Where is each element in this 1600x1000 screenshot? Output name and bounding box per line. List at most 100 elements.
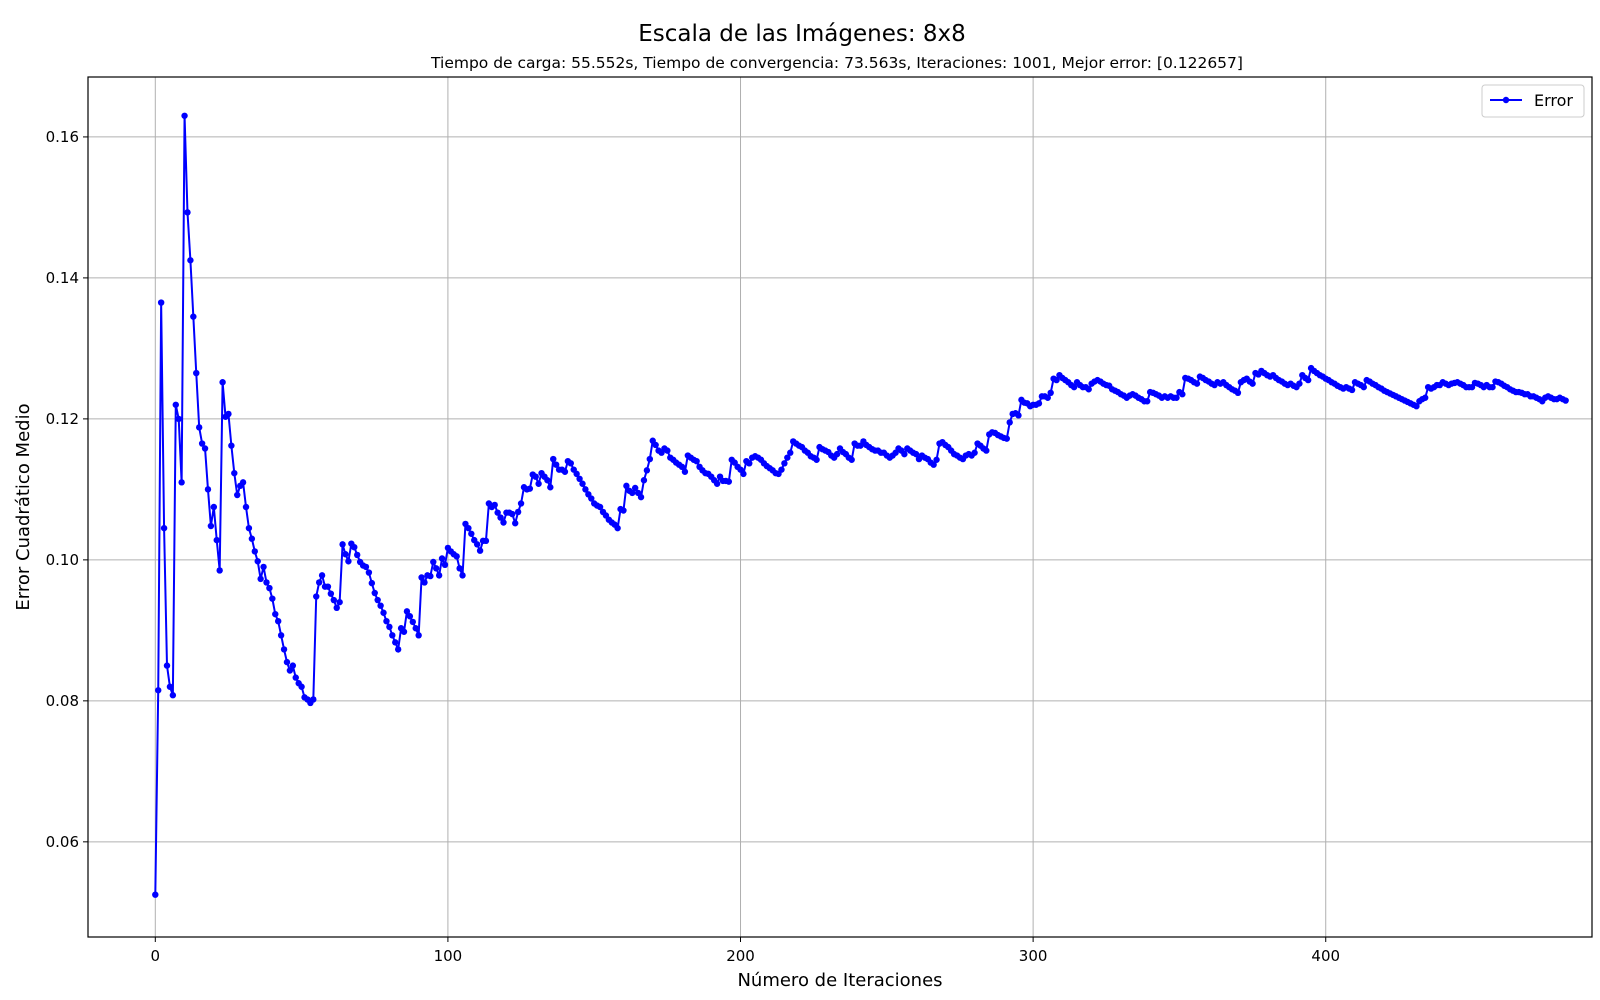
data-point <box>494 509 501 516</box>
data-point <box>362 563 370 571</box>
data-point <box>567 460 574 467</box>
data-point <box>614 524 621 532</box>
data-point <box>318 572 326 579</box>
data-point <box>430 558 437 566</box>
y-tick-label: 0.10 <box>46 551 79 569</box>
data-point <box>1193 380 1201 387</box>
data-point <box>678 463 686 471</box>
data-point <box>693 457 700 465</box>
data-point <box>415 632 422 639</box>
data-point <box>339 541 346 548</box>
data-point <box>1304 376 1312 384</box>
x-tick-label: 200 <box>726 947 755 965</box>
data-point <box>1249 380 1256 387</box>
data-point <box>160 524 168 532</box>
y-tick-label: 0.08 <box>46 692 79 710</box>
data-point <box>277 632 285 639</box>
data-point <box>260 563 267 571</box>
data-point <box>392 639 399 646</box>
data-point <box>280 646 288 653</box>
y-tick-label: 0.16 <box>46 128 79 146</box>
data-point <box>740 470 747 478</box>
data-point <box>219 379 226 386</box>
data-point <box>725 478 733 485</box>
data-point <box>500 519 507 526</box>
data-point <box>573 470 580 478</box>
series-markers-error <box>152 112 1569 898</box>
y-tick-label: 0.06 <box>46 833 79 851</box>
data-point <box>427 572 434 580</box>
data-point <box>374 596 381 604</box>
data-point <box>234 491 241 499</box>
data-point <box>248 535 256 542</box>
data-point <box>178 479 185 486</box>
y-gridlines <box>88 136 1592 843</box>
data-point <box>778 466 785 473</box>
data-point <box>433 565 440 572</box>
data-point <box>1006 419 1013 426</box>
data-point <box>912 450 920 458</box>
data-point <box>371 589 378 597</box>
legend-marker-swatch <box>1502 96 1510 104</box>
data-point <box>394 646 402 653</box>
data-point <box>833 450 841 458</box>
data-point <box>713 480 721 487</box>
data-point <box>930 461 937 468</box>
data-point <box>983 447 990 454</box>
data-point <box>327 590 335 597</box>
data-point <box>354 551 361 559</box>
data-point <box>1179 391 1186 398</box>
data-point <box>643 467 651 474</box>
data-point <box>283 658 291 666</box>
data-point <box>848 456 855 463</box>
data-point <box>781 460 788 467</box>
data-point <box>231 469 238 477</box>
data-point <box>351 543 358 551</box>
data-point <box>201 445 209 452</box>
data-point <box>324 583 332 590</box>
x-tick-label: 100 <box>434 947 463 965</box>
data-point <box>901 450 908 458</box>
data-point <box>1070 383 1078 391</box>
data-point <box>1489 383 1496 391</box>
data-point <box>640 477 648 484</box>
data-point <box>596 503 604 511</box>
chart-title: Escala de las Imágenes: 8x8 <box>638 21 966 47</box>
x-axis-label: Número de Iteraciones <box>737 970 942 991</box>
legend-frame <box>1481 84 1585 118</box>
data-point <box>263 579 270 586</box>
data-point <box>482 537 490 545</box>
data-point <box>933 456 940 463</box>
data-point <box>406 613 414 620</box>
data-point <box>155 687 162 694</box>
data-point <box>333 604 340 611</box>
data-point <box>336 598 343 606</box>
data-point <box>400 628 408 635</box>
data-point <box>1562 397 1569 404</box>
data-point <box>187 257 194 264</box>
data-point <box>512 520 519 527</box>
data-point <box>272 610 279 618</box>
data-point <box>245 524 253 532</box>
data-point <box>582 486 589 493</box>
x-tick-label: 400 <box>1311 947 1340 965</box>
data-point <box>193 369 200 377</box>
data-point <box>181 112 188 119</box>
data-point <box>292 674 299 681</box>
data-point <box>476 547 484 554</box>
x-tick-label: 300 <box>1019 947 1048 965</box>
data-point <box>544 477 551 484</box>
data-point <box>1044 394 1051 401</box>
data-point <box>345 558 352 565</box>
x-axis-ticks: 0 100 200 300 400 <box>151 937 1340 965</box>
data-point <box>195 424 203 431</box>
data-point <box>1144 398 1151 405</box>
data-point <box>213 536 220 544</box>
data-point <box>1053 376 1060 384</box>
plot-frame <box>87 76 1593 938</box>
data-point <box>746 460 753 467</box>
data-point <box>365 569 373 576</box>
data-point <box>403 608 411 615</box>
